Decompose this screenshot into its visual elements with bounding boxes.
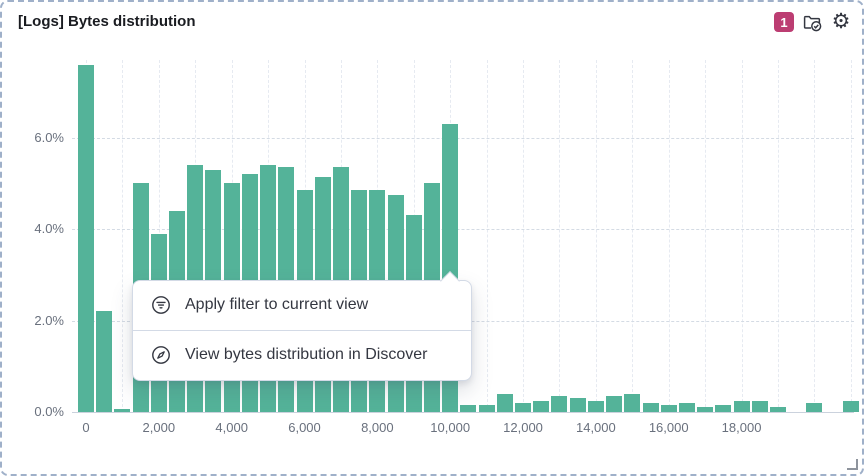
x-gridline [595,60,597,412]
histogram-bar[interactable] [551,396,568,412]
x-axis-label: 14,000 [575,420,616,435]
histogram-bar[interactable] [751,400,768,412]
histogram-bar[interactable] [587,400,604,412]
histogram-bar[interactable] [733,400,750,412]
histogram-bar[interactable] [96,311,113,412]
x-axis-label: 16,000 [648,420,689,435]
x-gridline [850,60,852,412]
compass-icon [151,345,171,365]
x-gridline [777,60,779,412]
x-axis-label: 2,000 [142,420,176,435]
menu-item-label: Apply filter to current view [185,296,369,313]
histogram-bar[interactable] [460,405,477,412]
histogram-bar[interactable] [478,405,495,412]
gear-glyph: ⚙ [831,10,851,33]
y-axis-label: 6.0% [34,129,64,145]
menu-item-label: View bytes distribution in Discover [185,345,428,363]
y-gridline [72,229,854,231]
filter-icon [151,295,171,315]
x-gridline [523,60,525,412]
x-gridline [486,60,488,412]
x-axis-label: 0 [82,420,90,435]
y-axis-label: 0.0% [34,404,64,419]
gear-icon[interactable]: ⚙ [830,11,852,33]
x-axis-label: 4,000 [215,420,248,435]
panel-actions: 1 ⚙ [774,11,852,33]
histogram-bar[interactable] [515,402,532,412]
y-axis-label: 4.0% [34,221,64,237]
filter-count-badge[interactable]: 1 [774,12,794,32]
histogram-bar[interactable] [78,64,94,412]
x-axis-label: 10,000 [430,420,471,435]
x-gridline [668,60,670,412]
histogram-bar[interactable] [642,402,659,412]
y-axis-label: 2.0% [34,312,64,328]
histogram-bar[interactable] [533,400,550,412]
histogram-bar[interactable] [769,407,786,412]
histogram-bar[interactable] [678,402,695,412]
x-axis-label: 12,000 [503,420,543,435]
histogram-bar[interactable] [624,393,641,412]
histogram-bar[interactable] [842,400,859,412]
histogram-bar[interactable] [806,402,823,412]
resize-handle[interactable] [847,459,858,470]
histogram-bar[interactable] [496,393,513,412]
panel-title[interactable]: [Logs] Bytes distribution [18,13,196,30]
histogram-bar[interactable] [114,408,131,412]
x-gridline [814,60,816,412]
x-gridline [705,60,707,412]
x-axis-label: 6,000 [288,420,321,435]
x-axis-label: 18,000 [721,420,762,435]
histogram-bar[interactable] [715,405,732,412]
x-gridline [741,60,743,412]
panel-context-menu: Apply filter to current view View bytes … [132,270,472,381]
apply-filter-menu-item[interactable]: Apply filter to current view [133,281,471,330]
saved-to-library-icon[interactable] [801,11,823,33]
x-axis-line [72,412,854,413]
x-gridline [559,60,561,412]
y-gridline [72,137,854,139]
x-axis-label: 8,000 [361,420,394,435]
histogram-bar[interactable] [606,396,623,412]
histogram-bar[interactable] [569,398,586,412]
histogram-bar[interactable] [660,405,677,412]
view-in-discover-menu-item[interactable]: View bytes distribution in Discover [133,331,471,380]
histogram-bar[interactable] [697,407,714,412]
x-gridline [122,60,124,412]
x-gridline [632,60,634,412]
menu-divider [133,329,471,331]
